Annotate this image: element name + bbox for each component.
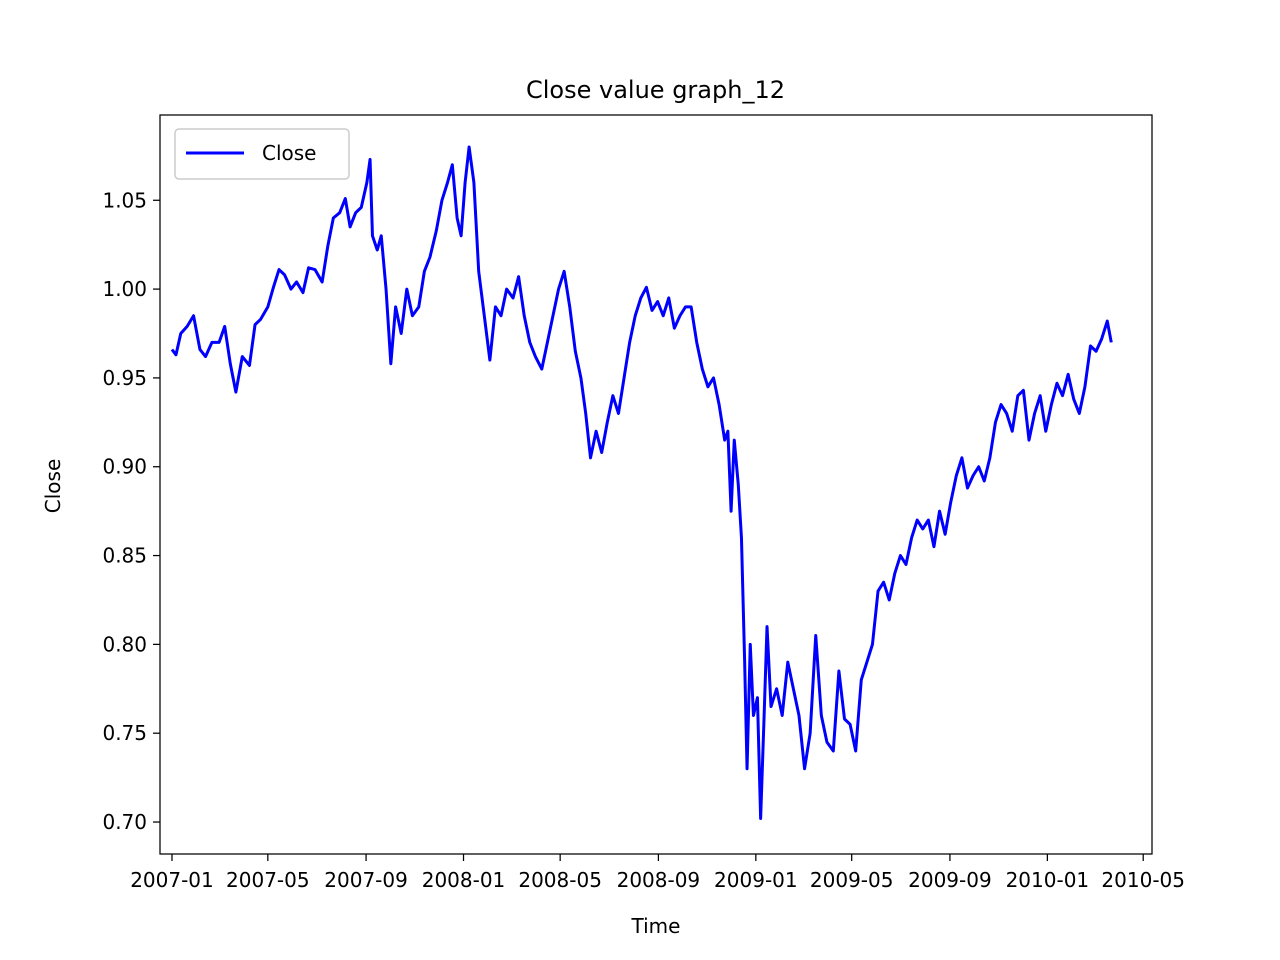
- x-tick-label: 2009-01: [714, 868, 798, 892]
- y-tick-label: 0.85: [102, 544, 147, 568]
- y-axis-label: Close: [41, 459, 65, 513]
- x-tick-label: 2010-01: [1006, 868, 1090, 892]
- x-tick-label: 2010-05: [1101, 868, 1185, 892]
- y-tick-label: 0.80: [102, 632, 147, 656]
- x-tick-label: 2009-09: [908, 868, 992, 892]
- x-tick-label: 2008-09: [617, 868, 701, 892]
- axes-frame: [159, 114, 1153, 855]
- y-tick-label: 0.90: [102, 455, 147, 479]
- y-axis: 0.70 0.75 0.80 0.85 0.90 0.95 1.00 1.05: [102, 188, 160, 834]
- x-tick-label: 2008-05: [518, 868, 602, 892]
- x-tick-label: 2007-09: [324, 868, 408, 892]
- y-tick-label: 1.05: [102, 188, 147, 212]
- series-line-close: [170, 145, 1113, 820]
- legend-box: [174, 128, 350, 180]
- plot-area: [170, 145, 1113, 820]
- x-axis: 2007-01 2007-05 2007-09 2008-01 2008-05 2008-…: [130, 854, 1185, 892]
- y-tick-label: 0.95: [102, 366, 147, 390]
- legend: Close: [174, 128, 350, 180]
- x-axis-label: Time: [631, 914, 681, 938]
- x-tick-label: 2007-01: [130, 868, 214, 892]
- x-tick-label: 2008-01: [422, 868, 506, 892]
- y-tick-label: 1.00: [102, 277, 147, 301]
- chart-title: Close value graph_12: [526, 76, 785, 104]
- x-tick-label: 2009-05: [810, 868, 894, 892]
- y-tick-label: 0.70: [102, 810, 147, 834]
- legend-label-close: Close: [262, 141, 316, 165]
- y-tick-label: 0.75: [102, 721, 147, 745]
- x-tick-label: 2007-05: [226, 868, 310, 892]
